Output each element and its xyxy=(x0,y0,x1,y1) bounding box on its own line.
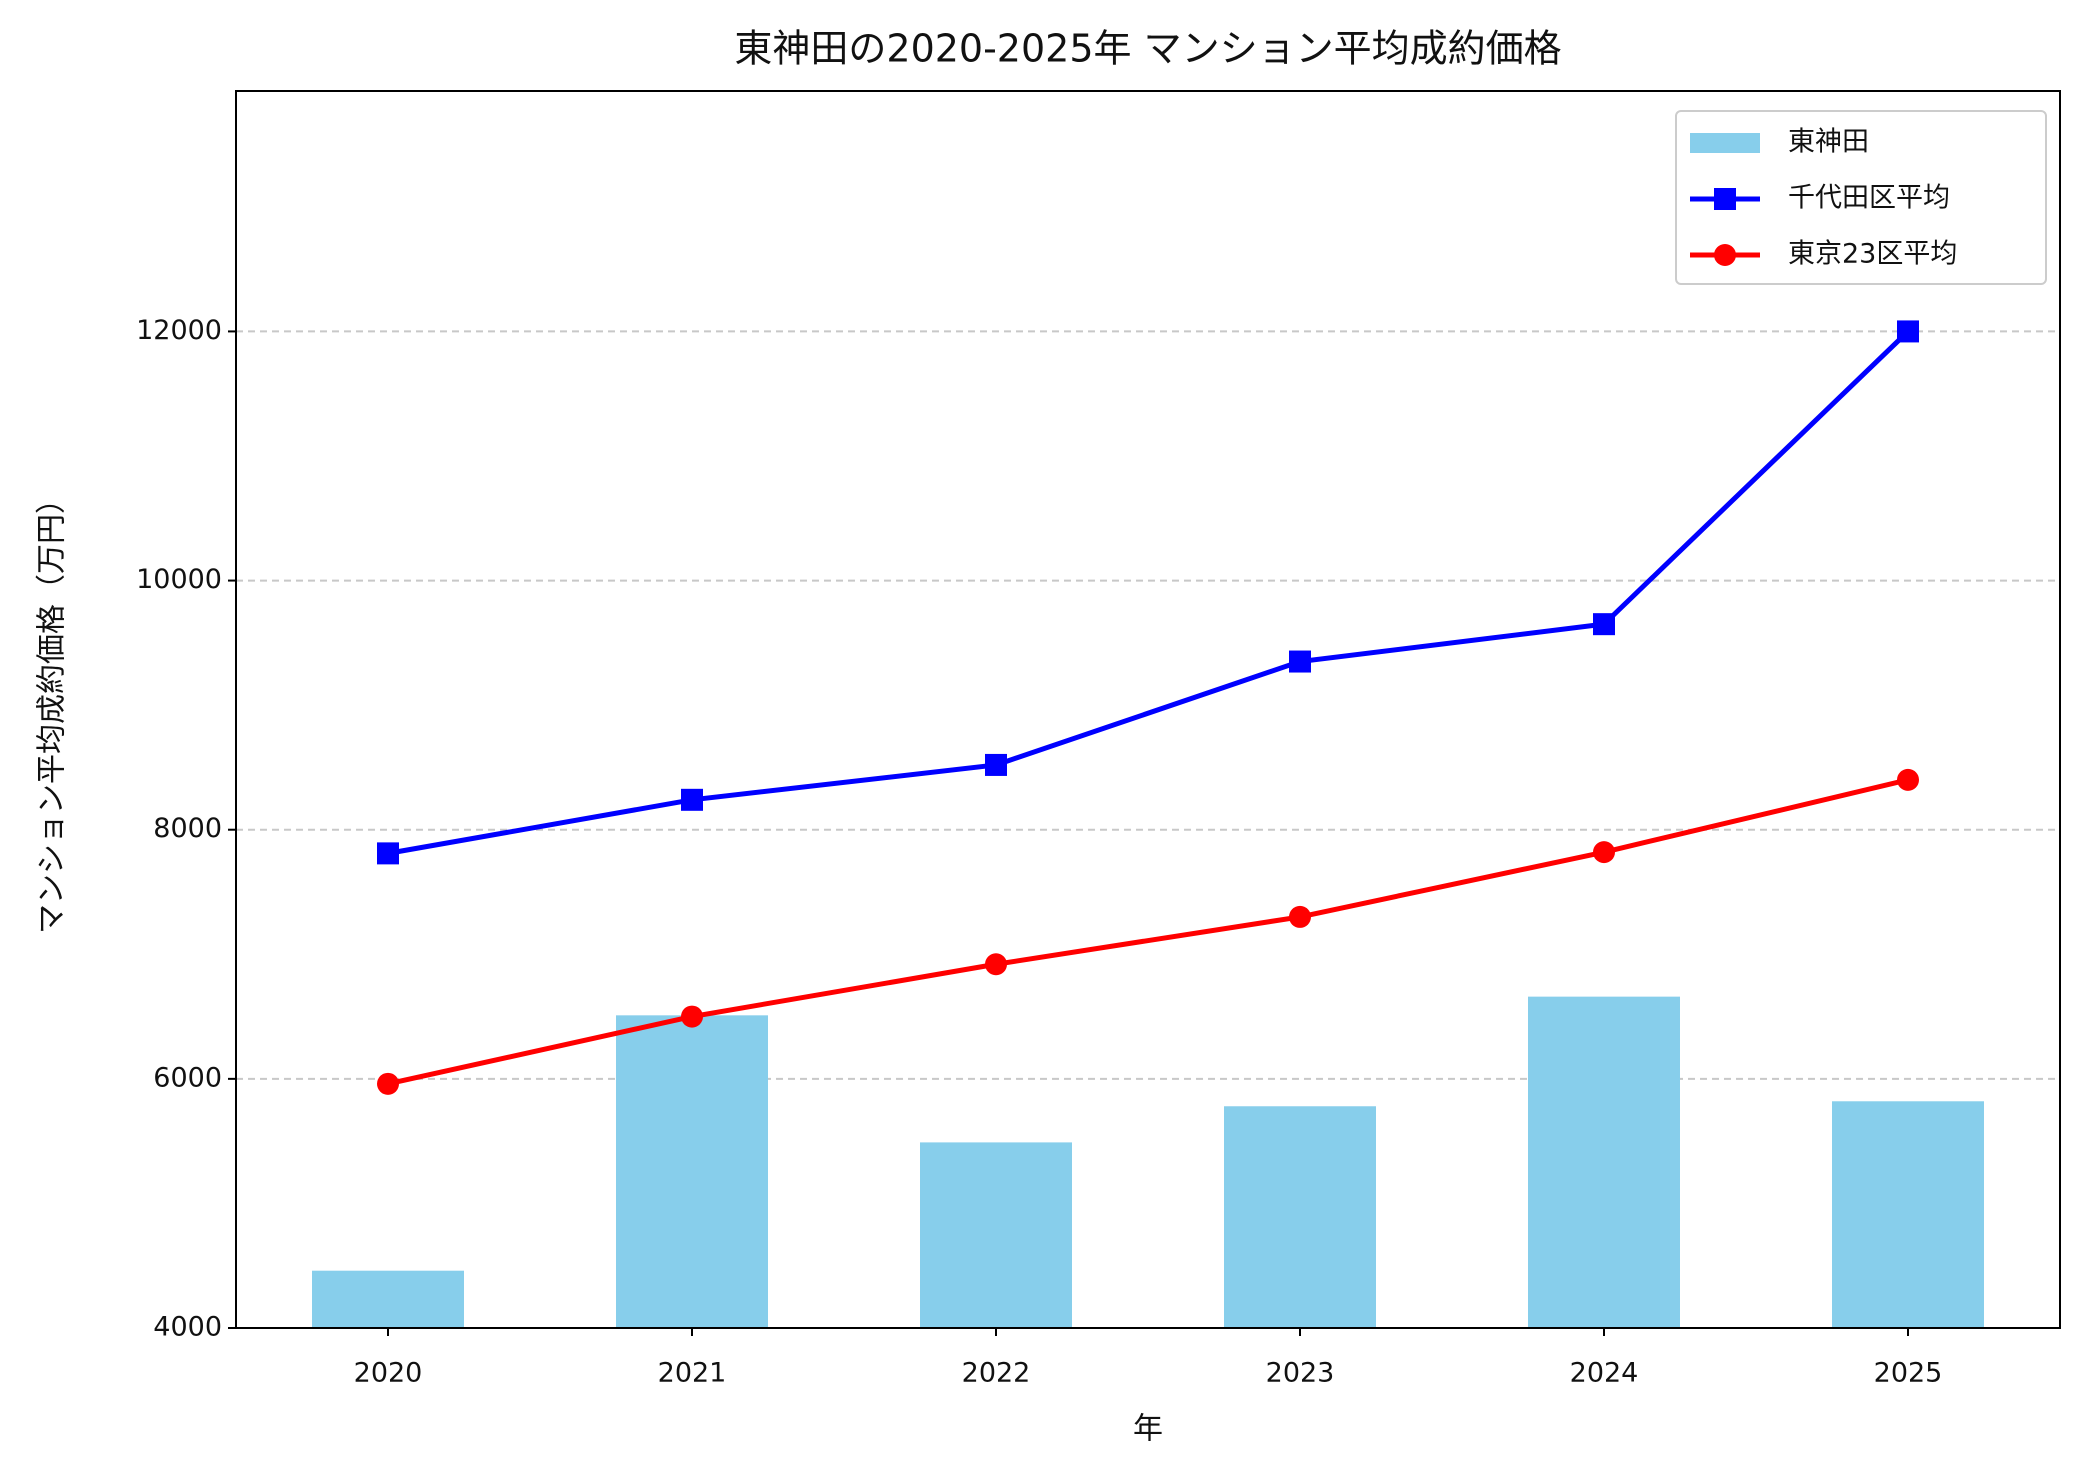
marker xyxy=(1897,768,1919,791)
marker xyxy=(1593,613,1615,636)
marker xyxy=(377,1072,399,1095)
legend-swatch xyxy=(1690,133,1760,153)
legend-label: 千代田区平均 xyxy=(1788,183,1950,214)
marker xyxy=(1289,905,1311,928)
marker xyxy=(1593,841,1615,864)
marker xyxy=(1714,244,1736,266)
y-tick-label: 6000 xyxy=(153,1062,222,1093)
x-tick-label: 2020 xyxy=(354,1358,423,1389)
line xyxy=(387,777,1909,1087)
plot-frame xyxy=(235,90,2061,1329)
marker xyxy=(985,753,1007,776)
bar xyxy=(1224,1106,1376,1328)
marker xyxy=(681,788,703,811)
x-axis-label: 年 xyxy=(1133,1412,1163,1447)
legend-label: 東神田 xyxy=(1788,127,1869,158)
bar xyxy=(616,1015,768,1328)
chart-title: 東神田の2020-2025年 マンション平均成約価格 xyxy=(734,27,1561,71)
y-tick-label: 10000 xyxy=(136,564,222,595)
y-tick-label: 12000 xyxy=(136,315,222,346)
line xyxy=(387,329,1910,856)
bar xyxy=(1832,1101,1984,1328)
marker xyxy=(985,953,1007,976)
bar xyxy=(1528,996,1680,1328)
x-tick-label: 2021 xyxy=(658,1358,727,1389)
legend-label: 東京23区平均 xyxy=(1788,239,1957,270)
y-axis-label: マンション平均成約価格（万円） xyxy=(35,484,70,934)
bar xyxy=(312,1270,464,1328)
y-tick-label: 8000 xyxy=(153,813,222,844)
marker xyxy=(1714,188,1736,210)
marker xyxy=(1289,650,1311,673)
legend-box xyxy=(1675,110,2047,285)
bar xyxy=(920,1142,1072,1328)
x-tick-label: 2024 xyxy=(1570,1358,1639,1389)
x-tick-label: 2025 xyxy=(1874,1358,1943,1389)
marker xyxy=(681,1005,703,1028)
x-tick-label: 2022 xyxy=(962,1358,1031,1389)
y-tick-label: 4000 xyxy=(153,1312,222,1343)
x-tick-label: 2023 xyxy=(1266,1358,1335,1389)
marker xyxy=(1897,320,1919,343)
marker xyxy=(377,842,399,865)
